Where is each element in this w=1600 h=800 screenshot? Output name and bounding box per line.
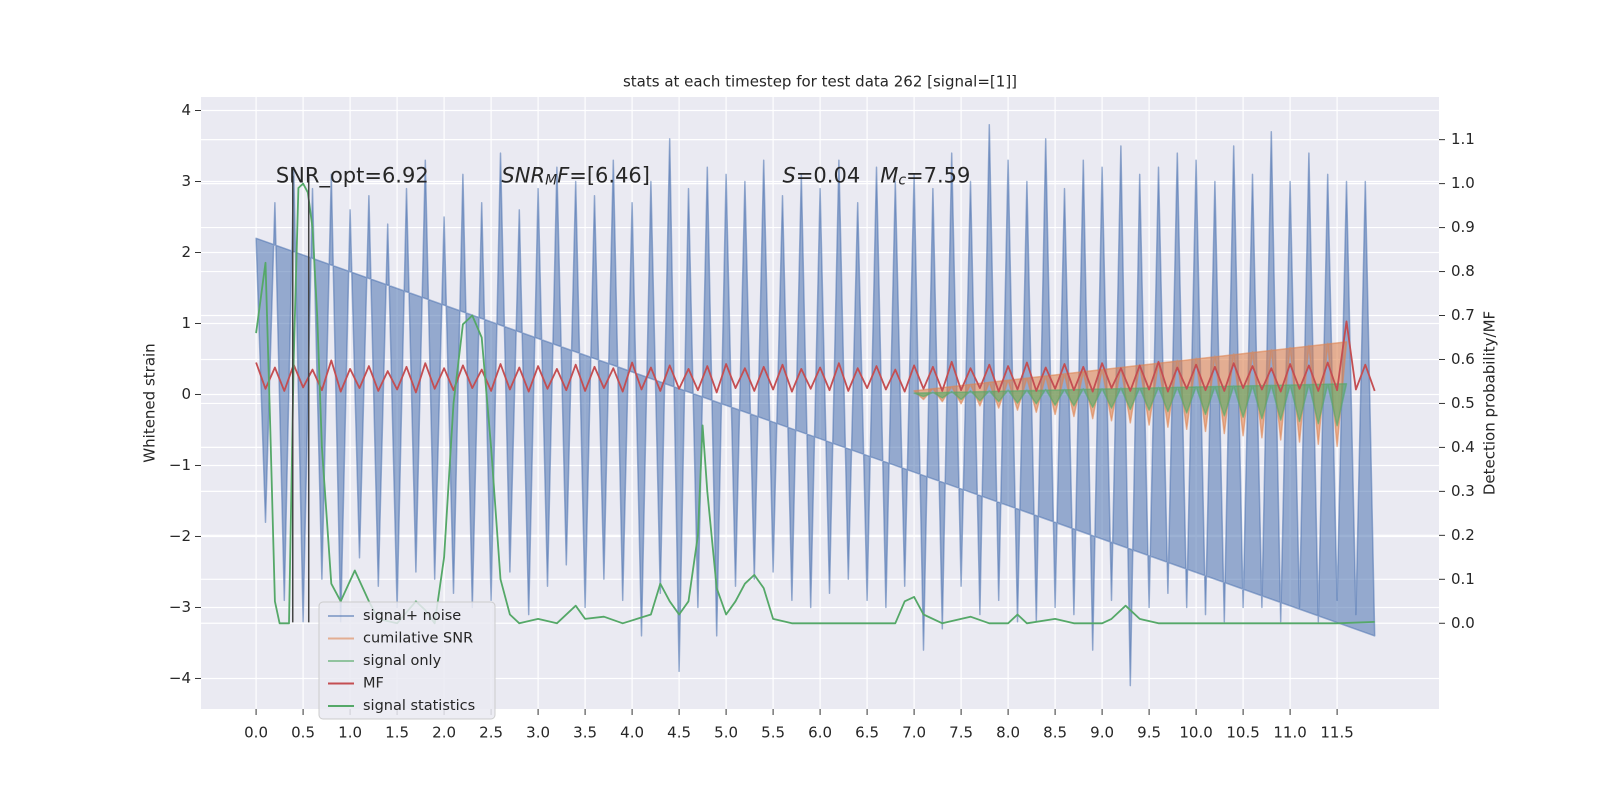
y-tick-label: −1 xyxy=(169,456,191,474)
y2-tick-label: 0.8 xyxy=(1451,262,1475,280)
legend-label: cumilative SNR xyxy=(363,631,473,647)
legend-label: signal statistics xyxy=(363,698,475,714)
series-area xyxy=(255,123,1376,687)
y-tick-label: −3 xyxy=(169,598,191,616)
x-tick-label: 4.5 xyxy=(667,724,691,742)
x-tick-label: 4.0 xyxy=(620,724,644,742)
x-tick-label: 2.0 xyxy=(432,724,456,742)
annotation-part: =0.04 xyxy=(796,164,880,188)
y2-tick-label: 0.5 xyxy=(1451,394,1475,412)
annotation-part: =7.59 xyxy=(906,164,970,188)
y-tick-label: 3 xyxy=(181,172,191,190)
series-line xyxy=(255,182,1375,625)
x-tick-label: 6.5 xyxy=(855,724,879,742)
y2-tick-label: 0.2 xyxy=(1451,526,1475,544)
legend-label: MF xyxy=(363,676,384,692)
x-tick-label: 11.5 xyxy=(1320,724,1353,742)
x-tick-label: 5.5 xyxy=(761,724,785,742)
annotation-part: M xyxy=(545,173,557,189)
x-tick-label: 0.0 xyxy=(244,724,268,742)
legend-label: signal only xyxy=(363,653,442,669)
y2-tick-label: 0.9 xyxy=(1451,218,1475,236)
y2-tick-label: 0.3 xyxy=(1451,482,1475,500)
y-tick-label: 2 xyxy=(181,243,191,261)
y-tick-label: 4 xyxy=(181,101,191,119)
annotation-part: S xyxy=(782,164,795,188)
annotation-part: M xyxy=(880,164,898,188)
x-tick-label: 5.0 xyxy=(714,724,738,742)
x-tick-label: 3.0 xyxy=(526,724,550,742)
x-tick-label: 10.5 xyxy=(1226,724,1259,742)
x-tick-label: 0.5 xyxy=(291,724,315,742)
x-tick-label: 6.0 xyxy=(808,724,832,742)
x-tick-label: 3.5 xyxy=(573,724,597,742)
y2-tick-label: 0.1 xyxy=(1451,570,1475,588)
y-tick-label: 1 xyxy=(181,314,191,332)
y2-axis-label: Detection probability/MF xyxy=(1481,311,1499,495)
chart-title: stats at each timestep for test data 262… xyxy=(623,73,1017,91)
series-line xyxy=(255,320,1376,394)
x-tick-label: 8.0 xyxy=(996,724,1020,742)
x-tick-label: 1.5 xyxy=(385,724,409,742)
y-tick-label: 0 xyxy=(181,385,191,403)
x-tick-label: 9.0 xyxy=(1090,724,1114,742)
legend-label: signal+ noise xyxy=(363,608,461,624)
y2-tick-label: 1.0 xyxy=(1451,174,1475,192)
annotation-part: F xyxy=(557,164,570,188)
annotation: SNRMF=[6.46] xyxy=(501,164,650,189)
legend-box xyxy=(318,601,496,720)
y-tick-label: −2 xyxy=(169,527,191,545)
y2-tick-label: 1.1 xyxy=(1451,130,1475,148)
x-tick-label: 11.0 xyxy=(1273,724,1306,742)
y2-tick-label: 0.7 xyxy=(1451,306,1475,324)
y2-tick-label: 0.6 xyxy=(1451,350,1475,368)
x-tick-label: 7.5 xyxy=(949,724,973,742)
x-tick-label: 7.0 xyxy=(902,724,926,742)
x-tick-label: 9.5 xyxy=(1137,724,1161,742)
annotation-part: c xyxy=(898,173,906,189)
x-tick-label: 1.0 xyxy=(338,724,362,742)
y-tick-label: −4 xyxy=(169,669,191,687)
x-tick-label: 2.5 xyxy=(479,724,503,742)
y-axis-label: Whitened strain xyxy=(141,343,159,462)
y2-tick-label: 0.0 xyxy=(1451,614,1475,632)
annotation: SNR_opt=6.92 xyxy=(276,164,429,189)
annotation-part: SNR xyxy=(501,164,545,188)
series-area xyxy=(913,383,1348,427)
annotation-part: =[6.46] xyxy=(569,164,650,188)
annotation: S=0.04 Mc=7.59 xyxy=(782,164,970,189)
x-tick-label: 10.0 xyxy=(1179,724,1212,742)
annotation-part: SNR_opt=6.92 xyxy=(276,164,429,189)
y2-tick-label: 0.4 xyxy=(1451,438,1475,456)
x-tick-label: 8.5 xyxy=(1043,724,1067,742)
